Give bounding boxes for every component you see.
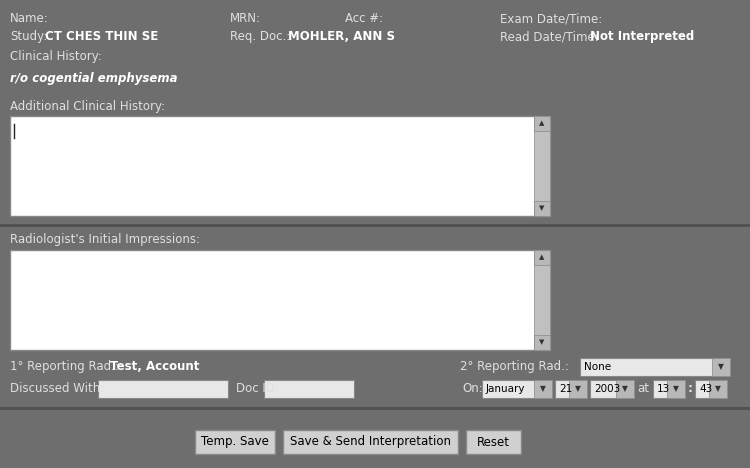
Text: Acc #:: Acc #:	[345, 12, 383, 25]
Text: MRN:: MRN:	[230, 12, 261, 25]
Text: Req. Doc.:: Req. Doc.:	[230, 30, 290, 43]
Text: Study:: Study:	[10, 30, 47, 43]
Bar	[534, 116, 550, 131]
Text: :: :	[688, 382, 693, 395]
Bar	[667, 380, 685, 398]
Text: ▼: ▼	[622, 385, 628, 394]
Text: Test, Account: Test, Account	[110, 360, 200, 373]
Bar	[580, 358, 730, 376]
Text: Read Date/Time:: Read Date/Time:	[500, 30, 598, 43]
Bar	[534, 250, 550, 350]
Text: Name:: Name:	[10, 12, 49, 25]
Bar	[534, 116, 550, 216]
Text: 21: 21	[559, 384, 572, 394]
Text: ▲: ▲	[539, 255, 544, 261]
Text: Temp. Save: Temp. Save	[201, 436, 269, 448]
Bar	[534, 250, 550, 265]
Text: Discussed With:: Discussed With:	[10, 382, 104, 395]
Bar	[534, 335, 550, 350]
Bar	[10, 250, 550, 350]
Text: Additional Clinical History:: Additional Clinical History:	[10, 100, 165, 113]
Text: 1° Reporting Rad.:: 1° Reporting Rad.:	[10, 360, 118, 373]
Text: ▼: ▼	[715, 385, 721, 394]
Bar	[712, 358, 730, 376]
Bar	[569, 380, 587, 398]
Text: ▼: ▼	[575, 385, 581, 394]
Text: 43: 43	[699, 384, 712, 394]
Text: On:: On:	[462, 382, 483, 395]
Text: None: None	[584, 362, 611, 372]
Bar	[653, 380, 685, 398]
Text: ▼: ▼	[540, 385, 546, 394]
Text: ▲: ▲	[539, 120, 544, 126]
Bar	[534, 201, 550, 216]
Text: 2° Reporting Rad.:: 2° Reporting Rad.:	[460, 360, 568, 373]
Text: CT CHES THIN SE: CT CHES THIN SE	[45, 30, 158, 43]
Text: Not Interpreted: Not Interpreted	[590, 30, 694, 43]
Text: Exam Date/Time:: Exam Date/Time:	[500, 12, 602, 25]
Bar	[695, 380, 727, 398]
Bar	[283, 430, 458, 454]
Text: ▼: ▼	[673, 385, 679, 394]
Text: Doc ID:: Doc ID:	[236, 382, 279, 395]
Bar	[709, 380, 727, 398]
Text: MOHLER, ANN S: MOHLER, ANN S	[288, 30, 395, 43]
Text: 2003: 2003	[594, 384, 620, 394]
Text: 13: 13	[657, 384, 670, 394]
Text: January: January	[486, 384, 526, 394]
Text: ▼: ▼	[718, 363, 724, 372]
Text: Save & Send Interpretation: Save & Send Interpretation	[290, 436, 451, 448]
Bar	[555, 380, 587, 398]
Bar	[10, 116, 550, 216]
Text: ▼: ▼	[539, 339, 544, 345]
Bar	[264, 380, 354, 398]
Bar	[195, 430, 275, 454]
Bar	[98, 380, 228, 398]
Text: Reset: Reset	[477, 436, 510, 448]
Text: Radiologist's Initial Impressions:: Radiologist's Initial Impressions:	[10, 233, 200, 246]
Bar	[590, 380, 634, 398]
Bar	[482, 380, 552, 398]
Text: r/o cogential emphysema: r/o cogential emphysema	[10, 72, 178, 85]
Text: Clinical History:: Clinical History:	[10, 50, 102, 63]
Bar	[616, 380, 634, 398]
Bar	[534, 380, 552, 398]
Text: at: at	[637, 382, 649, 395]
Bar	[466, 430, 521, 454]
Text: ▼: ▼	[539, 205, 544, 212]
